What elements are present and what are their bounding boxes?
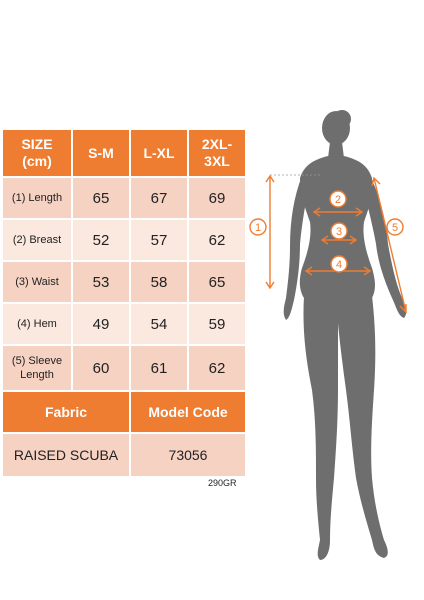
svg-text:4: 4 (336, 259, 342, 271)
cell-value: 58 (129, 260, 189, 304)
svg-text:2: 2 (335, 194, 341, 206)
marker-2: 2 (329, 190, 347, 208)
cell-value: 54 (129, 302, 189, 346)
marker-3: 3 (330, 222, 348, 240)
fabric-value-row: RAISED SCUBA 73056 (1, 432, 247, 478)
svg-text:3: 3 (336, 226, 342, 238)
cell-value: 59 (187, 302, 247, 346)
fabric-weight: 290GR (208, 478, 237, 488)
cell-value: 61 (129, 344, 189, 392)
model-code-value: 73056 (129, 432, 247, 478)
table-row-length: (1) Length 65 67 69 (1, 176, 247, 220)
cell-value: 57 (129, 218, 189, 262)
marker-1: 1 (249, 218, 267, 236)
sleeve-line (373, 177, 407, 313)
size-header-2xl-3xl: 2XL- 3XL (187, 128, 247, 178)
marker-4: 4 (330, 255, 348, 273)
cell-value: 60 (71, 344, 131, 392)
row-label: (4) Hem (1, 302, 73, 346)
table-row-hem: (4) Hem 49 54 59 (1, 302, 247, 346)
row-label: (3) Waist (1, 260, 73, 304)
size-header-s-m: S-M (71, 128, 131, 178)
table-row-breast: (2) Breast 52 57 62 (1, 218, 247, 262)
svg-text:1: 1 (255, 222, 261, 234)
table-row-waist: (3) Waist 53 58 65 (1, 260, 247, 304)
body-measurement-figure: 1 2 3 4 5 (249, 110, 407, 560)
svg-text:5: 5 (392, 222, 398, 234)
silhouette (283, 110, 407, 560)
cell-value: 49 (71, 302, 131, 346)
cell-value: 52 (71, 218, 131, 262)
row-label: (5) Sleeve Length (1, 344, 73, 392)
model-code-header: Model Code (129, 390, 247, 434)
cell-value: 65 (71, 176, 131, 220)
cell-value: 67 (129, 176, 189, 220)
cell-value: 65 (187, 260, 247, 304)
marker-5: 5 (386, 218, 404, 236)
fabric-value: RAISED SCUBA (1, 432, 131, 478)
cell-value: 69 (187, 176, 247, 220)
size-header-row: SIZE (cm) S-M L-XL 2XL- 3XL (1, 128, 247, 178)
fabric-header-row: Fabric Model Code (1, 390, 247, 434)
cell-value: 62 (187, 218, 247, 262)
size-chart-table: SIZE (cm) S-M L-XL 2XL- 3XL (1) Length 65 … (1, 128, 247, 478)
table-row-sleeve-length: (5) Sleeve Length 60 61 62 (1, 344, 247, 392)
row-label: (1) Length (1, 176, 73, 220)
fabric-header: Fabric (1, 390, 131, 434)
cell-value: 53 (71, 260, 131, 304)
cell-value: 62 (187, 344, 247, 392)
row-label: (2) Breast (1, 218, 73, 262)
size-header-l-xl: L-XL (129, 128, 189, 178)
size-header-label: SIZE (cm) (1, 128, 73, 178)
